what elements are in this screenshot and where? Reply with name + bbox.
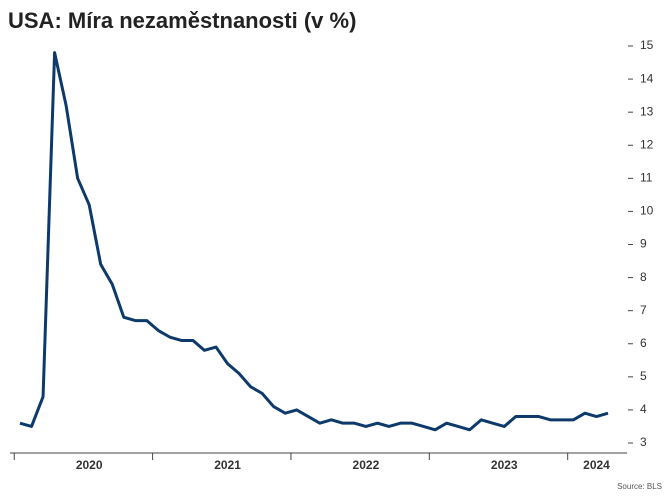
y-tick-label: 8 — [640, 270, 647, 284]
x-tick-label: 2023 — [491, 458, 518, 472]
y-tick-label: 5 — [640, 369, 647, 383]
y-tick-label: 4 — [640, 402, 647, 416]
x-tick-label: 2020 — [76, 458, 103, 472]
y-tick-label: 9 — [640, 237, 647, 251]
y-tick-label: 15 — [640, 38, 654, 52]
data-line — [19, 51, 609, 432]
x-tick-label: 2022 — [353, 458, 380, 472]
y-tick-label: 7 — [640, 303, 647, 317]
y-tick-label: 13 — [640, 104, 654, 118]
source: Source: BLS — [617, 482, 662, 491]
y-tick-label: 6 — [640, 336, 647, 350]
chart-title: USA: Míra nezaměstnanosti (v %) — [8, 8, 356, 33]
x-tick-label: 2024 — [583, 458, 610, 472]
x-tick-label: 2021 — [214, 458, 241, 472]
y-tick-label: 12 — [640, 137, 654, 151]
y-tick-label: 3 — [640, 435, 647, 449]
y-tick-label: 14 — [640, 71, 654, 85]
y-tick-label: 11 — [640, 171, 653, 185]
y-tick-label: 10 — [640, 204, 654, 218]
